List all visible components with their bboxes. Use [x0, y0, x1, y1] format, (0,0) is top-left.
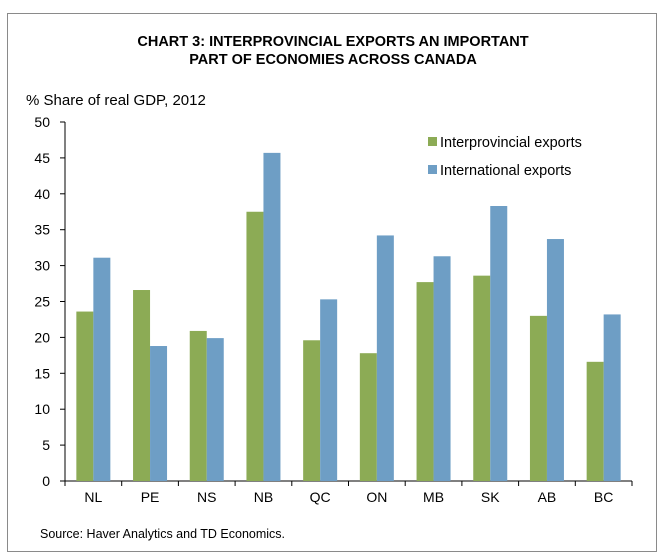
x-tick-label: NS [197, 489, 216, 505]
y-tick-label: 30 [34, 258, 50, 274]
y-axis-label: % Share of real GDP, 2012 [26, 92, 206, 109]
x-tick-label: MB [423, 489, 444, 505]
x-tick-label: PE [141, 489, 160, 505]
y-tick-label: 10 [34, 401, 50, 417]
bar-international-sk [490, 206, 508, 482]
y-tick-label: 20 [34, 329, 50, 345]
x-tick-label: QC [310, 489, 331, 505]
y-tick-label: 25 [34, 294, 50, 310]
legend-swatch [428, 165, 437, 174]
bar-interprovincial-qc [303, 340, 321, 481]
x-tick-label: BC [594, 489, 613, 505]
bar-interprovincial-ns [189, 330, 207, 481]
x-tick-label: ON [366, 489, 387, 505]
bar-international-ab [546, 239, 564, 481]
x-tick-label: NL [84, 489, 102, 505]
legend-swatch [428, 137, 437, 146]
legend-label: International exports [440, 163, 571, 179]
bar-international-mb [433, 256, 451, 481]
y-tick-label: 50 [34, 114, 50, 130]
x-tick-label: SK [481, 489, 500, 505]
chart-title-line-1: CHART 3: INTERPROVINCIAL EXPORTS AN IMPO… [137, 34, 529, 50]
x-tick-label: AB [538, 489, 557, 505]
bar-international-nb [263, 152, 281, 481]
x-tick-label: NB [254, 489, 273, 505]
y-tick-label: 5 [42, 437, 50, 453]
bar-interprovincial-ab [529, 315, 547, 481]
bar-interprovincial-pe [133, 290, 151, 481]
bar-interprovincial-bc [586, 361, 604, 481]
bar-international-on [376, 235, 394, 481]
y-tick-label: 0 [42, 473, 50, 489]
y-tick-label: 40 [34, 186, 50, 202]
bar-interprovincial-nb [246, 211, 264, 481]
y-tick-label: 15 [34, 365, 50, 381]
bar-international-nl [93, 257, 111, 481]
y-tick-label: 45 [34, 150, 50, 166]
bar-interprovincial-mb [416, 282, 434, 481]
bar-interprovincial-sk [473, 275, 491, 481]
source-note: Source: Haver Analytics and TD Economics… [40, 527, 286, 541]
chart-title: CHART 3: INTERPROVINCIAL EXPORTS AN IMPO… [0, 33, 666, 69]
chart-title-line-2: PART OF ECONOMIES ACROSS CANADA [189, 52, 477, 68]
bar-interprovincial-nl [76, 311, 94, 481]
legend-label: Interprovincial exports [440, 135, 582, 151]
bar-international-pe [150, 346, 168, 481]
bar-interprovincial-on [359, 353, 377, 481]
bar-international-bc [603, 314, 621, 481]
y-tick-label: 35 [34, 222, 50, 238]
bar-international-ns [206, 338, 224, 481]
bar-international-qc [320, 299, 338, 481]
